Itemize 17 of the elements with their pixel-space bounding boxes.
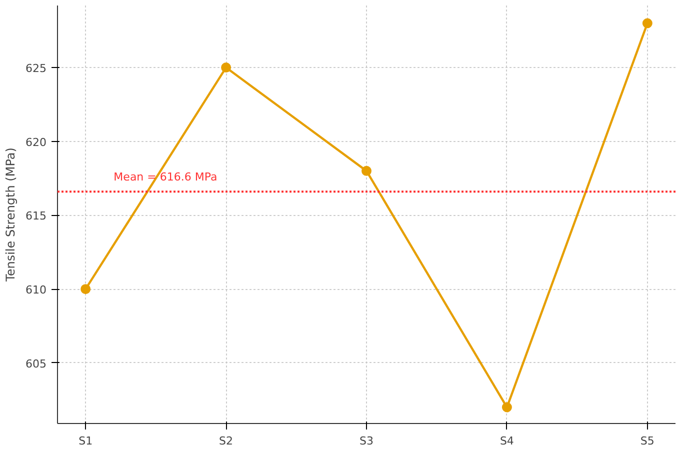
x-tick-label: S4 xyxy=(500,434,514,448)
y-tick-label: 620 xyxy=(26,136,47,149)
y-tick-label: 610 xyxy=(26,284,47,297)
x-tick-label: S2 xyxy=(219,434,234,448)
x-tick-label: S3 xyxy=(360,434,374,448)
point xyxy=(642,18,652,28)
point xyxy=(80,284,91,294)
ref-line-label: Mean = 616.6 MPa xyxy=(114,170,218,184)
x-tick-label: S1 xyxy=(78,434,93,448)
y-axis-title: Tensile Strength (MPa) xyxy=(4,148,18,282)
x-tick-label: S5 xyxy=(640,434,654,448)
point xyxy=(362,166,372,176)
point xyxy=(221,62,232,73)
y-tick-label: 625 xyxy=(26,62,47,76)
y-tick-label: 605 xyxy=(26,357,47,370)
point xyxy=(502,402,512,412)
y-tick-label: 615 xyxy=(26,210,47,223)
